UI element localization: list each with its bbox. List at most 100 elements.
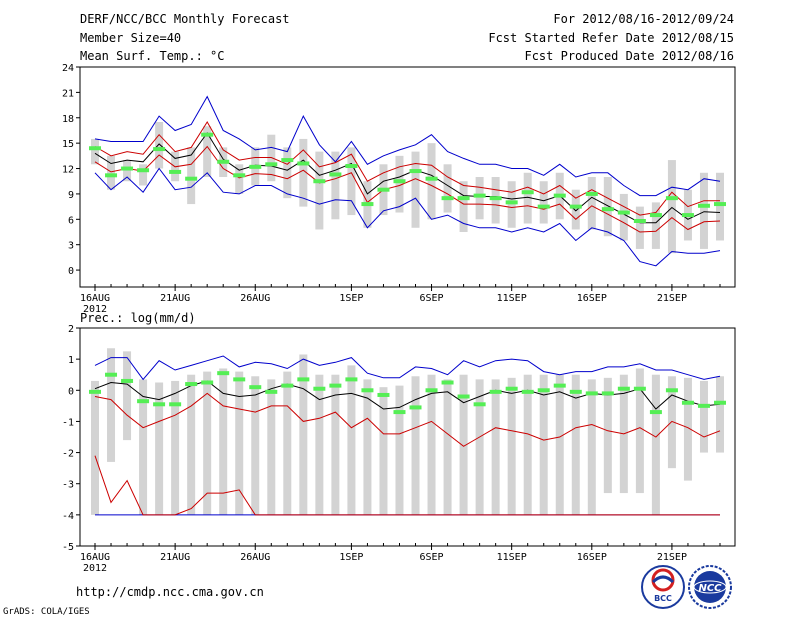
control-mark <box>201 380 214 385</box>
control-mark <box>249 385 262 390</box>
control-mark <box>409 169 422 174</box>
x-tick-label: 11SEP <box>497 293 527 304</box>
control-mark <box>537 204 550 209</box>
x-tick-label: 16AUG <box>80 552 110 563</box>
spread-box <box>315 151 324 230</box>
header-period: For 2012/08/16-2012/09/24 <box>553 12 734 26</box>
control-mark <box>601 207 614 212</box>
control-mark <box>473 402 486 407</box>
control-mark <box>345 377 358 382</box>
control-mark <box>377 187 390 192</box>
control-mark <box>169 169 182 174</box>
x-tick-label: 1SEP <box>339 293 363 304</box>
spread-box <box>395 385 404 515</box>
precipitation-panel: -5 -4 -3 -2 -1 0 1 2 16AUG 21AUG 26AUG 1SEP 6SEP 11SE… <box>62 324 736 574</box>
spread-box <box>651 374 660 515</box>
control-mark <box>233 377 246 382</box>
spread-box <box>699 172 708 249</box>
spread-box <box>667 376 676 469</box>
control-mark <box>553 193 566 198</box>
mean-line <box>94 132 721 224</box>
spread-box <box>91 380 99 515</box>
control-mark <box>281 383 294 388</box>
spread-box <box>443 379 452 515</box>
control-mark <box>714 400 726 405</box>
spread-box <box>716 172 724 241</box>
p-lower-line <box>94 455 720 516</box>
spread-box <box>716 376 724 453</box>
spread-box <box>315 374 324 515</box>
spread-box <box>123 351 132 441</box>
x-tick-label: 16AUG <box>80 293 110 304</box>
control-mark <box>217 371 230 376</box>
spread-box <box>139 379 148 515</box>
spread-box <box>571 189 580 230</box>
control-mark <box>489 389 502 394</box>
spread-box <box>539 374 548 515</box>
spread-box <box>587 379 596 515</box>
y-tick-label: 18 <box>62 114 74 125</box>
spread-box <box>587 177 596 230</box>
spread-box <box>203 126 212 177</box>
control-mark <box>633 386 646 391</box>
header-title-left: DERF/NCC/BCC Monthly Forecast <box>80 12 290 26</box>
control-mark <box>649 213 662 218</box>
header-produced-date: Fcst Produced Date 2012/08/16 <box>524 49 734 63</box>
control-mark <box>521 389 534 394</box>
spread-box <box>411 151 420 228</box>
max-line <box>94 355 721 381</box>
control-mark <box>425 176 438 181</box>
spread-box <box>635 206 644 249</box>
control-mark <box>425 388 438 393</box>
spread-box <box>635 368 644 494</box>
control-mark <box>697 403 710 408</box>
y-tick-label: 0 <box>68 386 74 397</box>
spread-box <box>267 379 276 515</box>
control-mark <box>393 179 406 184</box>
control-mark <box>505 200 518 205</box>
y-tick-label: 6 <box>68 215 74 226</box>
control-mark <box>585 191 598 196</box>
p-lower-line <box>94 145 721 233</box>
spread-box <box>203 371 212 515</box>
y-tick-label: -2 <box>62 449 74 460</box>
control-mark <box>569 204 582 209</box>
x-tick-label: 1SEP <box>339 552 363 563</box>
control-mark <box>329 172 342 177</box>
spread-box <box>219 368 228 515</box>
control-mark <box>265 389 278 394</box>
control-mark <box>153 402 166 407</box>
spread-box <box>91 138 99 165</box>
spread-box <box>571 374 580 515</box>
control-mark <box>185 382 198 387</box>
y-tick-label: -3 <box>62 480 74 491</box>
x-tick-label: 6SEP <box>419 552 443 563</box>
mean-line <box>94 380 721 410</box>
spread-box <box>699 380 708 453</box>
spread-box <box>347 147 356 216</box>
bcc-logo-icon: BCC <box>641 565 685 609</box>
spread-box <box>235 164 244 194</box>
max-line <box>94 95 721 197</box>
spread-box <box>299 138 308 207</box>
spread-box <box>475 379 484 515</box>
control-mark <box>137 399 150 404</box>
x-tick-label: 16SEP <box>577 552 607 563</box>
control-mark <box>169 402 182 407</box>
control-mark <box>617 210 630 215</box>
y-tick-label: 0 <box>68 266 74 277</box>
spread-box <box>555 374 564 515</box>
spread-box <box>171 380 180 515</box>
spread-box <box>523 374 532 515</box>
x-tick-label: 21AUG <box>160 293 190 304</box>
spread-box <box>683 377 692 481</box>
spread-box <box>443 164 452 213</box>
y-tick-label: 9 <box>68 190 74 201</box>
precip-panel-title: Prec.: log(mm/d) <box>80 311 196 325</box>
control-mark <box>329 383 342 388</box>
control-mark <box>714 202 726 207</box>
control-mark <box>681 213 694 218</box>
spread-box <box>107 348 116 462</box>
y-tick-label: 3 <box>68 241 74 252</box>
control-mark <box>121 166 134 171</box>
